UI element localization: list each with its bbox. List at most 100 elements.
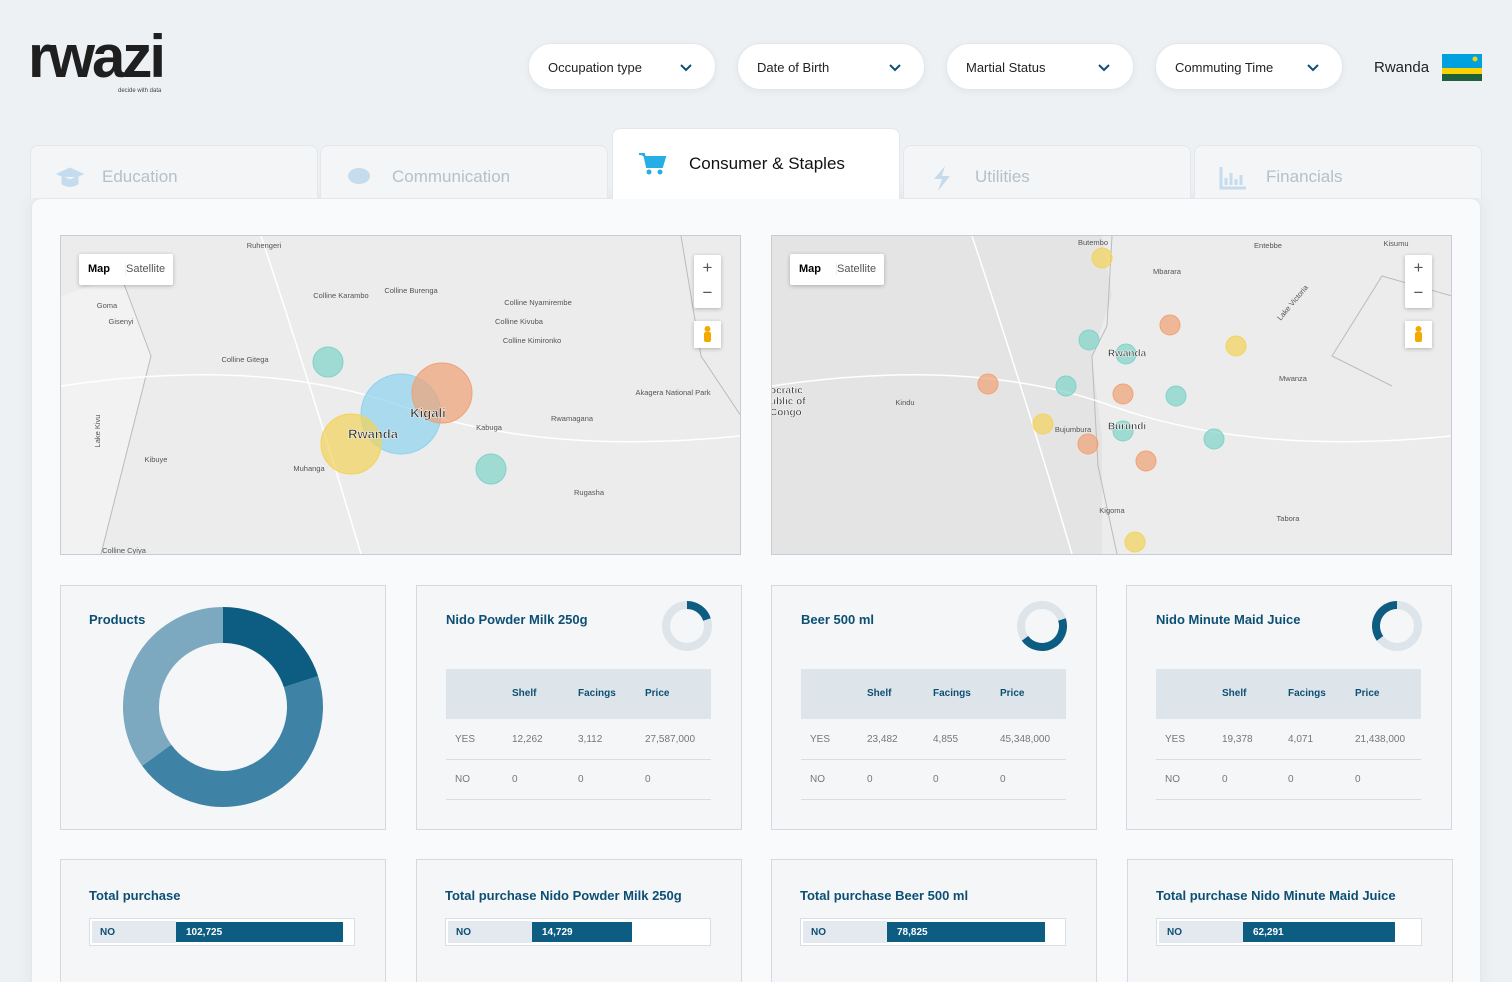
filter-label: Date of Birth <box>757 60 830 75</box>
map-label: Colline Cyiya <box>102 546 147 554</box>
map-bubble <box>320 413 382 475</box>
ring-segment <box>686 601 711 622</box>
satellite-button[interactable]: Satellite <box>125 263 166 275</box>
map-label: Kigali <box>410 405 445 420</box>
tab-active[interactable]: Consumer & Staples <box>612 128 900 199</box>
bar <box>176 922 344 942</box>
map-button[interactable]: Map <box>799 263 821 275</box>
table-cell: YES <box>1165 734 1186 745</box>
tab-label: Communication <box>392 167 511 186</box>
icon <box>657 169 663 175</box>
zoom-in[interactable]: + <box>702 258 713 277</box>
filter-dropdown[interactable]: Occupation type <box>528 43 716 90</box>
purchase-card: Total purchase Beer 500 ml NO 78,825 <box>771 859 1097 982</box>
column-header: Facings <box>1288 688 1326 699</box>
icon <box>55 167 85 187</box>
bar-category: NO <box>456 927 471 938</box>
tab-icon-box <box>55 165 85 196</box>
map-label: Rwamagana <box>551 414 594 423</box>
table-cell: NO <box>810 774 825 785</box>
icon <box>646 169 652 175</box>
map-type-toggle: Map Satellite <box>79 254 173 285</box>
tab-icon-box <box>345 165 375 196</box>
flag-yellow <box>1442 68 1482 74</box>
ring-chart-box <box>657 596 717 661</box>
table-cell: 0 <box>1288 774 1294 785</box>
bar <box>887 922 1045 942</box>
flag-blue <box>1442 54 1482 68</box>
table-header <box>1156 669 1421 719</box>
table-cell: 0 <box>512 774 518 785</box>
tab-label: Utilities <box>975 167 1030 186</box>
column-header: Price <box>645 688 670 699</box>
ring-chart-box <box>1367 596 1427 661</box>
chevron-box <box>679 61 693 79</box>
zoom-in[interactable]: + <box>1413 258 1424 277</box>
zoom-out[interactable]: − <box>1413 283 1424 302</box>
pegman <box>704 326 711 342</box>
card-title: Total purchase <box>89 888 181 903</box>
bar <box>1243 922 1396 942</box>
table-cell: 21,438,000 <box>1355 734 1406 745</box>
tab-label: Consumer & Staples <box>689 154 845 173</box>
table-header <box>446 669 711 719</box>
tab-icon-box <box>1219 165 1249 196</box>
map-bubble <box>411 362 473 424</box>
table-cell: 45,348,000 <box>1000 734 1051 745</box>
map-button[interactable]: Map <box>88 263 110 275</box>
flag <box>1442 54 1482 81</box>
map-label: Goma <box>97 301 118 310</box>
filter-dropdown[interactable]: Date of Birth <box>737 43 925 90</box>
map-bubble <box>1203 428 1225 450</box>
zoom-out[interactable]: − <box>702 283 713 302</box>
satellite-button[interactable]: Satellite <box>836 263 877 275</box>
table-cell: 0 <box>867 774 873 785</box>
bar-track: NO 14,729 <box>445 918 711 946</box>
logo: rwazi <box>28 23 166 90</box>
data-table: Shelf Facings Price YES 23,482 4,855 45,348,00… <box>801 669 1066 800</box>
product-card: Nido Minute Maid Juice Shelf Facings Price Y… <box>1126 585 1452 830</box>
map-label: Colline Kimironko <box>503 336 561 345</box>
pegman-body <box>704 332 711 342</box>
map: Butembo Entebbe Kisumu Mbarara Lake Victoria… <box>771 235 1452 555</box>
map-label: Colline Karambo <box>313 291 368 300</box>
tab-label: Education <box>102 167 178 186</box>
column-header: Price <box>1355 688 1380 699</box>
map: Ruhengeri Goma Gisenyi Colline Karambo Colli… <box>60 235 741 555</box>
tab[interactable]: Communication <box>320 145 608 198</box>
map-canvas: Ruhengeri Goma Gisenyi Colline Karambo Colli… <box>61 236 740 554</box>
map-bubble <box>1091 247 1113 269</box>
tab[interactable]: Utilities <box>903 145 1191 198</box>
map-label: Mwanza <box>1279 374 1308 383</box>
bar-category-cell <box>92 921 176 943</box>
map-label: Lake Victoria <box>1275 283 1310 323</box>
table-cell: 0 <box>933 774 939 785</box>
map-label: Rwanda <box>1108 349 1147 360</box>
filter-dropdown[interactable]: Martial Status <box>946 43 1134 90</box>
products-card: Products <box>60 585 386 830</box>
map-label: Congo <box>772 408 802 419</box>
tab[interactable]: Financials <box>1194 145 1482 198</box>
chevron-box <box>1097 61 1111 79</box>
tab[interactable]: Education <box>30 145 318 198</box>
map-label: Bujumbura <box>1055 425 1092 434</box>
table-cell: 0 <box>1355 774 1361 785</box>
table-cell: 12,262 <box>512 734 543 745</box>
map-label: Colline Burenga <box>384 286 438 295</box>
purchase-card: Total purchase Nido Minute Maid Juice NO 6… <box>1127 859 1453 982</box>
chevron-box <box>888 61 902 79</box>
map-label: Lake Kivu <box>93 415 102 448</box>
donut-segment <box>222 607 319 688</box>
tagline: decide with data <box>118 88 162 94</box>
map-label: ublic of <box>772 397 806 408</box>
filter-dropdown[interactable]: Commuting Time <box>1155 43 1343 90</box>
table-cell: NO <box>455 774 470 785</box>
table-cell: YES <box>455 734 476 745</box>
map-label: Butembo <box>1078 238 1108 247</box>
map-bubble <box>1135 450 1157 472</box>
purchase-card: Total purchase NO 102,725 <box>60 859 386 982</box>
map-bubble <box>1225 335 1247 357</box>
map-label: Kindu <box>895 398 914 407</box>
map-bubble <box>1112 383 1134 405</box>
card-title: Total purchase Nido Minute Maid Juice <box>1156 888 1396 903</box>
